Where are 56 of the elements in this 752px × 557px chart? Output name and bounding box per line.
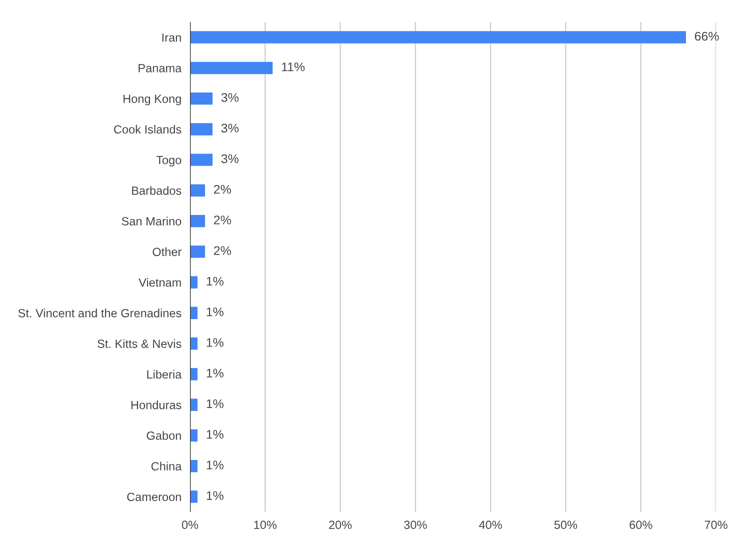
bar [190, 123, 213, 136]
data-label: 1% [206, 399, 224, 408]
data-label: 1% [206, 491, 224, 500]
y-tick-label: Liberia [147, 370, 182, 379]
data-label: 1% [206, 430, 224, 439]
y-tick-label: Barbados [132, 186, 182, 195]
bar [190, 214, 206, 228]
y-tick-label: Cook Islands [114, 124, 182, 134]
x-tick-label: 30% [404, 520, 427, 530]
x-tick-label: 60% [630, 520, 652, 530]
y-tick-label: Gabon [146, 431, 181, 440]
y-tick-label: St. Vincent and the Grenadines [18, 308, 182, 318]
x-tick-label: 40% [479, 520, 502, 530]
bar [190, 276, 198, 288]
bar [190, 92, 213, 105]
y-tick-label: Other [152, 247, 182, 256]
data-label: 1% [206, 460, 224, 470]
data-label: 3% [221, 93, 238, 102]
y-tick-label: Hong Kong [124, 94, 181, 106]
data-label: 1% [206, 338, 224, 347]
x-tick-label: 0% [182, 520, 198, 530]
bar [190, 184, 206, 197]
bar [190, 429, 198, 442]
data-label: 2% [214, 216, 231, 224]
data-label: 11% [282, 62, 305, 72]
bar [190, 368, 198, 380]
y-tick-label: St. Kitts & Nevis [98, 339, 182, 348]
y-tick-label: Panama [138, 64, 182, 72]
x-tick-label: 20% [329, 520, 352, 530]
bar [190, 306, 198, 320]
data-label: 2% [214, 246, 231, 255]
data-label: 66% [694, 32, 719, 41]
data-label: 3% [221, 124, 238, 133]
data-label: 1% [206, 368, 224, 378]
bar [190, 62, 273, 74]
data-label: 1% [206, 276, 224, 286]
y-tick-label: China [151, 462, 182, 470]
bar [190, 337, 198, 350]
bar [190, 398, 198, 411]
bar [190, 460, 198, 472]
y-tick-label: Cameroon [127, 492, 181, 502]
data-label: 2% [214, 184, 231, 194]
x-tick-label: 70% [704, 520, 728, 530]
bar [190, 31, 686, 44]
y-tick-label: San Marino [122, 216, 182, 226]
data-label: 3% [221, 154, 238, 164]
x-tick-label: 10% [254, 520, 277, 530]
y-tick-label: Vietnam [138, 278, 181, 287]
data-label: 1% [206, 307, 224, 316]
y-tick-label: Iran [162, 33, 181, 42]
bar [190, 154, 213, 166]
y-tick-label: Honduras [131, 400, 182, 410]
x-tick-label: 50% [554, 520, 578, 530]
y-tick-label: Togo [156, 156, 182, 167]
bar [190, 490, 198, 503]
bar [190, 246, 206, 258]
